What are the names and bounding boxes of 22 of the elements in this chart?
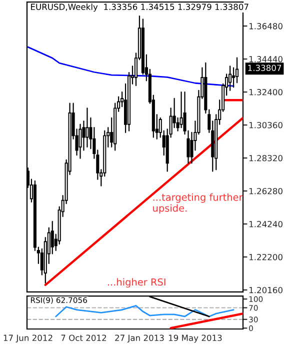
candlestick	[180, 91, 183, 128]
candlestick	[78, 124, 82, 159]
candlestick	[235, 57, 239, 84]
y-tick-label: 1.30360	[249, 122, 282, 128]
text: 1.33807	[248, 64, 282, 72]
x-tick-label: 19 May 2013	[168, 334, 222, 343]
y-tick-label: 1.36480	[249, 23, 282, 30]
annotation: ...higher RSI	[108, 278, 166, 288]
x-tick-label: 27 Jan 2013	[115, 334, 164, 343]
line-series	[55, 305, 234, 318]
candlestick	[86, 108, 89, 148]
y-tick-label: 1.26280	[249, 188, 282, 194]
y-tick-label: 1.32400	[249, 88, 282, 96]
chart-title: EURUSD,Weekly 1.33356 1.34515 1.32979 1.33807	[31, 4, 248, 12]
y-tick-label: 1.34440	[249, 56, 282, 62]
x-tick-label: 17 Jun 2012	[4, 334, 52, 343]
x-tick-label: 7 Oct 2012	[61, 334, 106, 342]
y-tick-label: 1.20160	[249, 286, 282, 294]
line-series	[27, 46, 234, 87]
y-tick-label: 1.22200	[249, 254, 282, 260]
y-tick-label: 1.28320	[249, 154, 282, 162]
y-tick-label: 1.24240	[249, 220, 282, 228]
